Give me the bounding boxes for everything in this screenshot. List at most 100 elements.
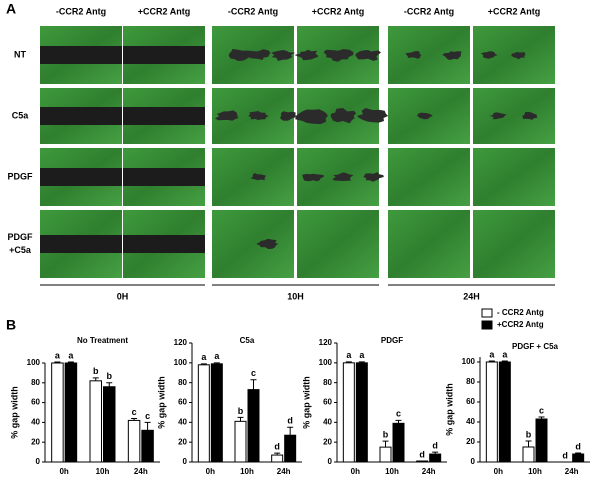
y-tick-label: 100: [319, 358, 333, 367]
error-bar: [54, 361, 61, 363]
y-tick-label: 100: [462, 357, 476, 366]
significance-letter: a: [68, 350, 74, 360]
wound-gap: [40, 46, 122, 64]
bar: [210, 363, 223, 463]
cell-gap: [363, 172, 384, 182]
cell-gap: [355, 50, 381, 61]
significance-letter: d: [419, 449, 425, 459]
bar: [498, 361, 511, 463]
y-axis-label: % gap width: [156, 376, 166, 429]
cell-gap: [244, 49, 271, 60]
x-tick-label: 24h: [134, 467, 148, 476]
bar: [485, 361, 498, 463]
y-axis-label: % gap width: [301, 376, 311, 429]
cell-gap: [332, 172, 354, 181]
error-bar: [488, 360, 495, 362]
bar: [535, 418, 548, 463]
micrograph: [297, 210, 379, 278]
error-bar: [287, 426, 294, 436]
error-bar: [382, 440, 389, 448]
charts: No Treatment % gap width 0 20 40 60 80 100 0h a a 1…: [9, 308, 590, 476]
significance-letter: b: [526, 429, 532, 439]
error-bar: [525, 440, 532, 447]
bar: [89, 380, 102, 463]
y-axis-label: % gap width: [9, 386, 19, 439]
x-tick-label: 24h: [277, 467, 291, 476]
error-bar: [395, 419, 402, 424]
cell-gap: [330, 108, 357, 124]
wound-gap: [40, 235, 122, 253]
cell-gap: [511, 51, 526, 60]
cell-gap: [294, 49, 318, 61]
error-bar: [213, 362, 220, 364]
y-tick-label: 60: [323, 398, 332, 407]
significance-letter: c: [132, 407, 137, 417]
y-tick-label: 20: [178, 437, 187, 446]
cell-gap: [256, 238, 279, 249]
y-tick-label: 40: [323, 417, 332, 426]
cell-gap: [405, 51, 422, 59]
legend-swatch: [481, 320, 493, 330]
significance-letter: b: [107, 371, 113, 381]
column-header: +CCR2 Antg: [312, 6, 364, 16]
significance-letter: b: [238, 406, 244, 416]
bar: [379, 446, 392, 463]
y-tick-label: 40: [178, 417, 187, 426]
y-tick-label: 80: [178, 378, 187, 387]
cell-gap: [250, 173, 266, 181]
y-axis-label: % gap width: [444, 383, 454, 436]
micrograph: [212, 210, 294, 278]
panel-label: B: [6, 317, 16, 333]
row-label: C5a: [12, 110, 30, 120]
bar: [127, 419, 141, 463]
row-label: NT: [14, 49, 26, 59]
error-bar: [92, 377, 99, 381]
bar: [522, 446, 535, 463]
y-tick-label: 80: [31, 378, 40, 387]
y-tick-label: 120: [174, 338, 188, 347]
significance-letter: b: [383, 430, 389, 440]
error-bar: [575, 452, 582, 454]
significance-letter: a: [346, 350, 352, 360]
y-tick-label: 20: [31, 437, 40, 446]
cell-gap: [302, 173, 324, 182]
chart-title: No Treatment: [77, 336, 128, 345]
cell-gap: [248, 111, 269, 121]
error-bar: [538, 416, 545, 419]
x-tick-label: 10h: [240, 467, 254, 476]
row-label: PDGF: [7, 171, 33, 181]
wound-gap: [123, 168, 205, 186]
significance-letter: d: [562, 450, 568, 460]
cell-gap: [521, 111, 538, 120]
chart-title: PDGF + C5a: [512, 342, 559, 351]
wound-gap: [123, 235, 205, 253]
column-header: +CCR2 Antg: [488, 6, 540, 16]
significance-letter: d: [575, 441, 581, 451]
x-tick-label: 24h: [565, 467, 579, 476]
chart-title: PDGF: [381, 336, 403, 345]
micrograph: [473, 210, 555, 278]
significance-letter: d: [287, 416, 293, 426]
error-bar: [237, 416, 244, 422]
micrographs: -CCR2 Antg +CCR2 Antg -CCR2 Antg +CCR2 Antg…: [7, 6, 555, 301]
x-tick-label: 0h: [351, 467, 360, 476]
bar: [284, 434, 297, 463]
y-tick-label: 120: [319, 338, 333, 347]
significance-letter: c: [539, 405, 544, 415]
y-tick-label: 100: [174, 358, 188, 367]
y-tick-label: 0: [183, 457, 188, 466]
error-bar: [144, 421, 151, 431]
bar: [103, 386, 116, 463]
bar: [51, 362, 64, 463]
y-tick-label: 60: [466, 397, 475, 406]
column-header: +CCR2 Antg: [138, 6, 190, 16]
x-tick-label: 0h: [59, 467, 68, 476]
time-label: 24H: [463, 291, 480, 301]
error-bar: [67, 361, 74, 363]
cell-gap: [356, 108, 389, 123]
x-tick-label: 10h: [528, 467, 542, 476]
x-tick-label: 0h: [494, 467, 503, 476]
error-bar: [345, 361, 352, 363]
bar: [234, 420, 247, 463]
